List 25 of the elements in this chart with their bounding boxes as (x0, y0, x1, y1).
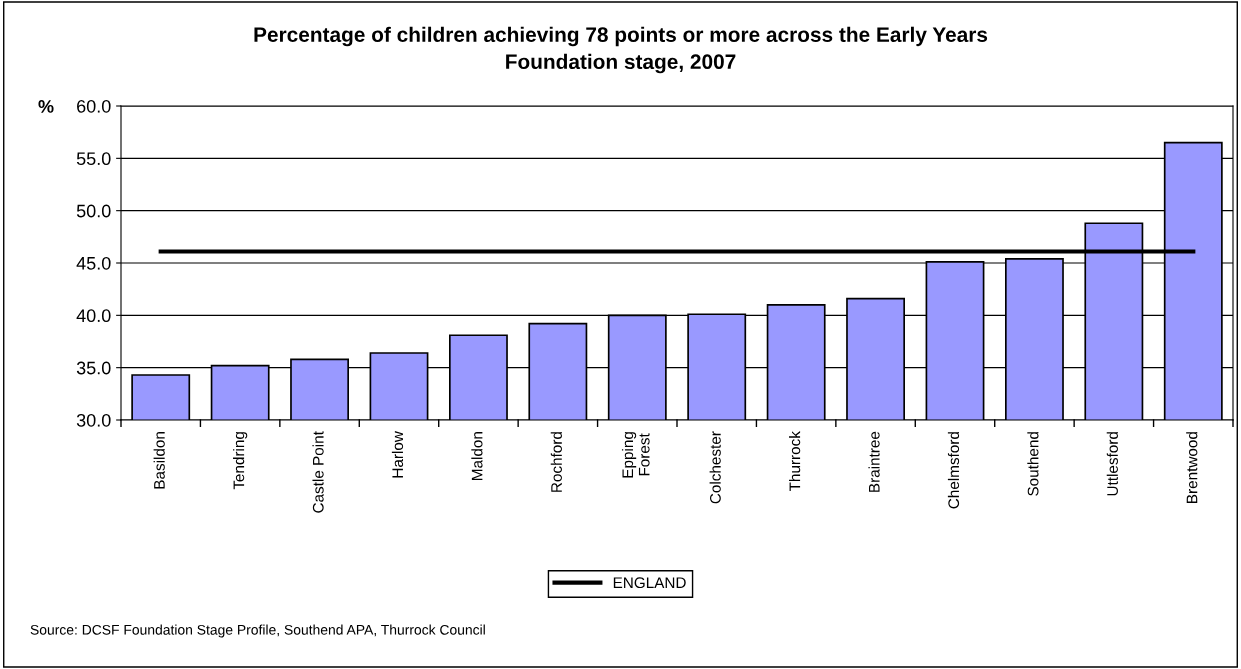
y-tick-label: 35.0 (76, 361, 111, 375)
x-tick-label: Maldon (471, 432, 483, 480)
y-tick-label: 40.0 (76, 309, 111, 323)
x-tick-label: Uttlesford (1106, 432, 1118, 496)
x-tick-label: Chelmsford (947, 432, 960, 509)
x-tick-label: Southend (1027, 432, 1039, 496)
source-note: Source: DCSF Foundation Stage Profile, Southend APA, Thurrock Council (30, 624, 485, 638)
y-tick-label: 55.0 (76, 152, 111, 166)
x-tick-label: Castle Point (312, 431, 324, 513)
y-axis-title: % (38, 100, 54, 113)
x-tick-label: Rochford (550, 432, 562, 492)
y-tick-label: 50.0 (76, 204, 111, 218)
y-tick-label: 60.0 (77, 99, 111, 113)
x-tick-label: Colchester (709, 431, 721, 504)
x-tick-label: Harlow (391, 431, 404, 478)
chart-title: Percentage of children achieving 78 points or more across the Early Years Foundation stage, 2007 (254, 26, 988, 74)
x-tick-label: Brentwood (1186, 432, 1198, 503)
y-tick-label: 45.0 (76, 256, 111, 270)
legend-label: ENGLAND (613, 577, 686, 589)
y-tick-label: 30.0 (76, 413, 111, 427)
x-tick-label: Thurrock (789, 431, 801, 492)
x-tick-label: Braintree (868, 431, 880, 492)
x-tick-label: Basildon (153, 432, 165, 489)
x-tick-label: Epping Forest (621, 432, 650, 478)
x-tick-label: Tendring (233, 432, 248, 490)
